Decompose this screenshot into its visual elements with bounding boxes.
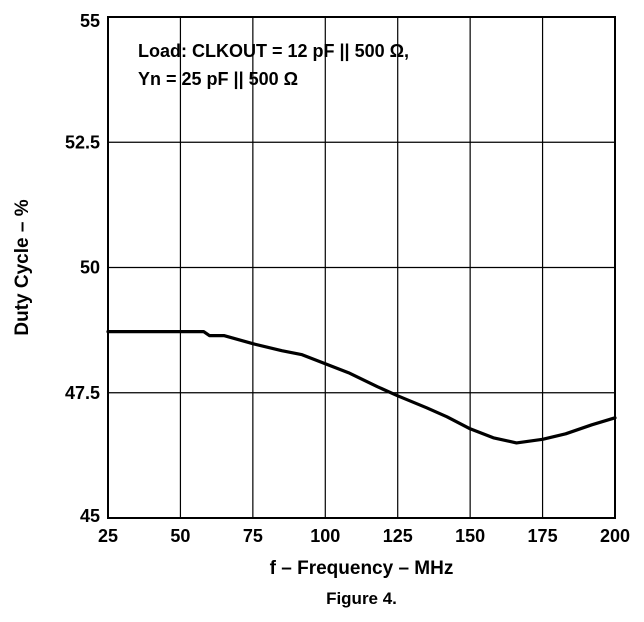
tick-labels: 25 50 75 100 125 150 175 200 45 47.5 50 52.5 55 [65,11,630,546]
x-tick-label: 125 [383,526,413,546]
x-tick-label: 25 [98,526,118,546]
x-tick-label: 75 [243,526,263,546]
y-tick-label: 52.5 [65,132,100,152]
series-layer [106,330,617,445]
y-tick-label: 45 [80,506,100,526]
y-axis-title: Duty Cycle – % [12,199,33,335]
x-tick-label: 50 [170,526,190,546]
load-annotation-line-2: Yn = 25 pF || 500 Ω [138,69,298,89]
x-tick-label: 175 [528,526,558,546]
y-tick-label: 55 [80,11,100,31]
x-tick-label: 200 [600,526,630,546]
y-tick-label: 47.5 [65,383,100,403]
x-tick-label: 100 [310,526,340,546]
grid-lines [107,16,616,519]
duty-cycle-series-line [106,330,617,445]
x-tick-label: 150 [455,526,485,546]
figure-caption: Figure 4. [326,589,397,608]
plot-frame [107,16,616,519]
x-axis-title: f – Frequency – MHz [270,558,454,579]
load-annotation-line-1: Load: CLKOUT = 12 pF || 500 Ω, [138,41,409,61]
y-tick-label: 50 [80,258,100,278]
